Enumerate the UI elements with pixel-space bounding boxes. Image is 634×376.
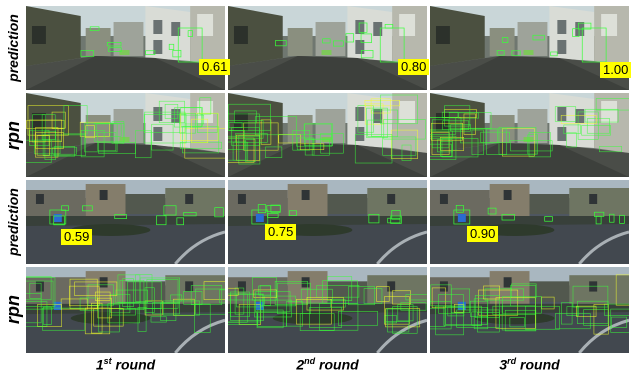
image-prediction-round-1 [26, 6, 225, 90]
score-label: 1.00 [600, 62, 632, 78]
image-prediction-round-2-b [228, 180, 427, 264]
row-label-text: prediction [5, 188, 22, 256]
row-label-text: prediction [5, 14, 22, 82]
image-prediction-round-3-b [430, 180, 629, 264]
score-label: 0.90 [467, 226, 499, 242]
image-rpn-round-3 [430, 93, 629, 177]
image-rpn-round-1 [26, 93, 225, 177]
row-label-text: rpn [2, 120, 23, 150]
score-label: 0.80 [398, 59, 430, 75]
image-rpn-round-2-b [228, 267, 427, 353]
score-label: 0.61 [199, 59, 231, 75]
image-prediction-round-1-b [26, 180, 225, 264]
row-label-rpn-bottom: rpn [0, 267, 26, 351]
image-rpn-round-1-b [26, 267, 225, 353]
row-label-rpn-top: rpn [0, 93, 26, 177]
score-label: 0.59 [61, 229, 93, 245]
row-label-prediction-top: prediction [0, 6, 26, 90]
image-rpn-round-3-b [430, 267, 629, 353]
image-rpn-round-2 [228, 93, 427, 177]
column-label-round-1: 1st round [95, 356, 156, 373]
image-prediction-round-2 [228, 6, 427, 90]
column-label-round-3: 3rd round [499, 356, 560, 373]
image-prediction-round-3 [430, 6, 629, 90]
row-label-prediction-bottom: prediction [0, 180, 26, 264]
column-label-round-2: 2nd round [296, 356, 359, 373]
score-label: 0.75 [265, 224, 297, 240]
row-label-text: rpn [2, 294, 23, 324]
